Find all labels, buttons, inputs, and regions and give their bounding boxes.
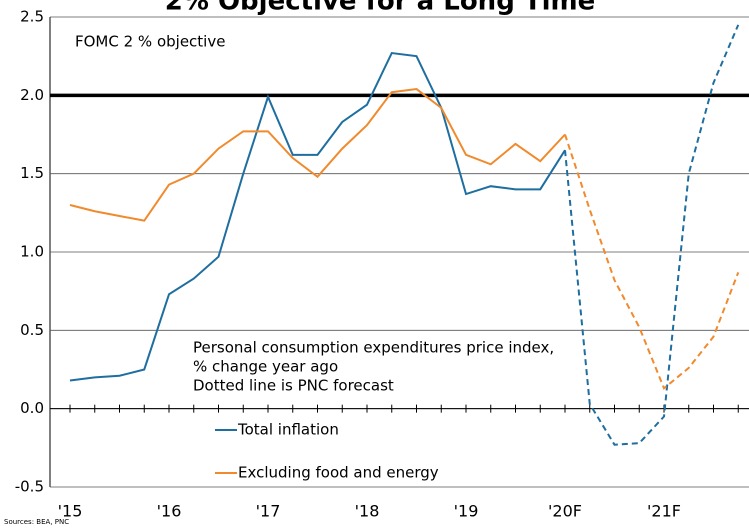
- y-tick-label: 0.0: [20, 399, 44, 417]
- legend-label: Excluding food and energy: [238, 464, 439, 482]
- forecast-line: [564, 134, 740, 390]
- series-line: [69, 88, 566, 222]
- annotation: % change year ago: [193, 358, 338, 376]
- y-tick-label: 2.0: [20, 86, 44, 104]
- annotation: FOMC 2 % objective: [75, 33, 225, 51]
- source: Sources: BEA, PNC: [4, 518, 69, 526]
- y-tick-label: -0.5: [15, 478, 44, 496]
- y-tick-label: 0.5: [20, 321, 44, 339]
- legend-label: Total inflation: [237, 421, 339, 439]
- x-tick-label: '20F: [548, 502, 582, 521]
- chart-title: 2% Objective for a Long Time: [165, 0, 595, 17]
- annotation: Dotted line is PNC forecast: [193, 377, 394, 395]
- x-tick-label: '16: [157, 502, 182, 521]
- y-tick-label: 1.5: [20, 164, 44, 182]
- annotation: Personal consumption expenditures price …: [193, 339, 554, 357]
- y-tick-label: 2.5: [20, 8, 44, 26]
- x-tick-label: '15: [58, 502, 83, 521]
- series-line: [69, 51, 566, 382]
- x-tick-label: '18: [355, 502, 380, 521]
- x-tick-label: '21F: [647, 502, 681, 521]
- y-tick-label: 1.0: [20, 243, 44, 261]
- x-tick-label: '17: [256, 502, 281, 521]
- forecast-line: [564, 24, 740, 446]
- x-tick-label: '19: [454, 502, 479, 521]
